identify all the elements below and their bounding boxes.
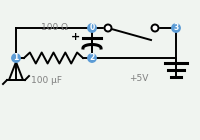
Text: +: +: [71, 32, 81, 42]
Text: 0: 0: [89, 24, 95, 32]
Text: 1: 1: [13, 53, 19, 62]
Text: 3: 3: [173, 24, 179, 32]
Circle shape: [172, 24, 180, 32]
Text: 2: 2: [89, 53, 95, 62]
Circle shape: [88, 54, 96, 62]
Text: 100 μF: 100 μF: [31, 76, 62, 85]
Circle shape: [12, 54, 20, 62]
Text: 100 Ω: 100 Ω: [41, 24, 67, 32]
Circle shape: [104, 24, 112, 32]
Text: +5V: +5V: [129, 74, 149, 83]
Circle shape: [88, 24, 96, 32]
Circle shape: [152, 24, 158, 32]
